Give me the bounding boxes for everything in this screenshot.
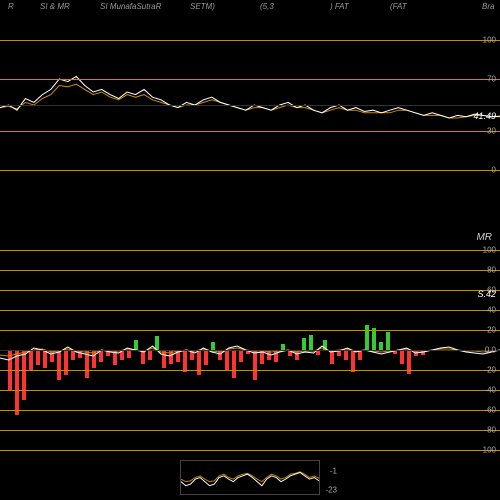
mini-panel: -1-23 — [180, 460, 320, 495]
mr-label: MR — [476, 232, 492, 243]
mini-lines — [181, 461, 319, 494]
mr-panel: MR 100806040200 0-20-40-60-80-100S.42 — [0, 250, 500, 450]
rsi-panel: 1007030041.49 — [0, 40, 500, 170]
header-labels: RSI & MRSI MunafaSutraRSETM)(5,3) FAT(FA… — [0, 2, 500, 14]
